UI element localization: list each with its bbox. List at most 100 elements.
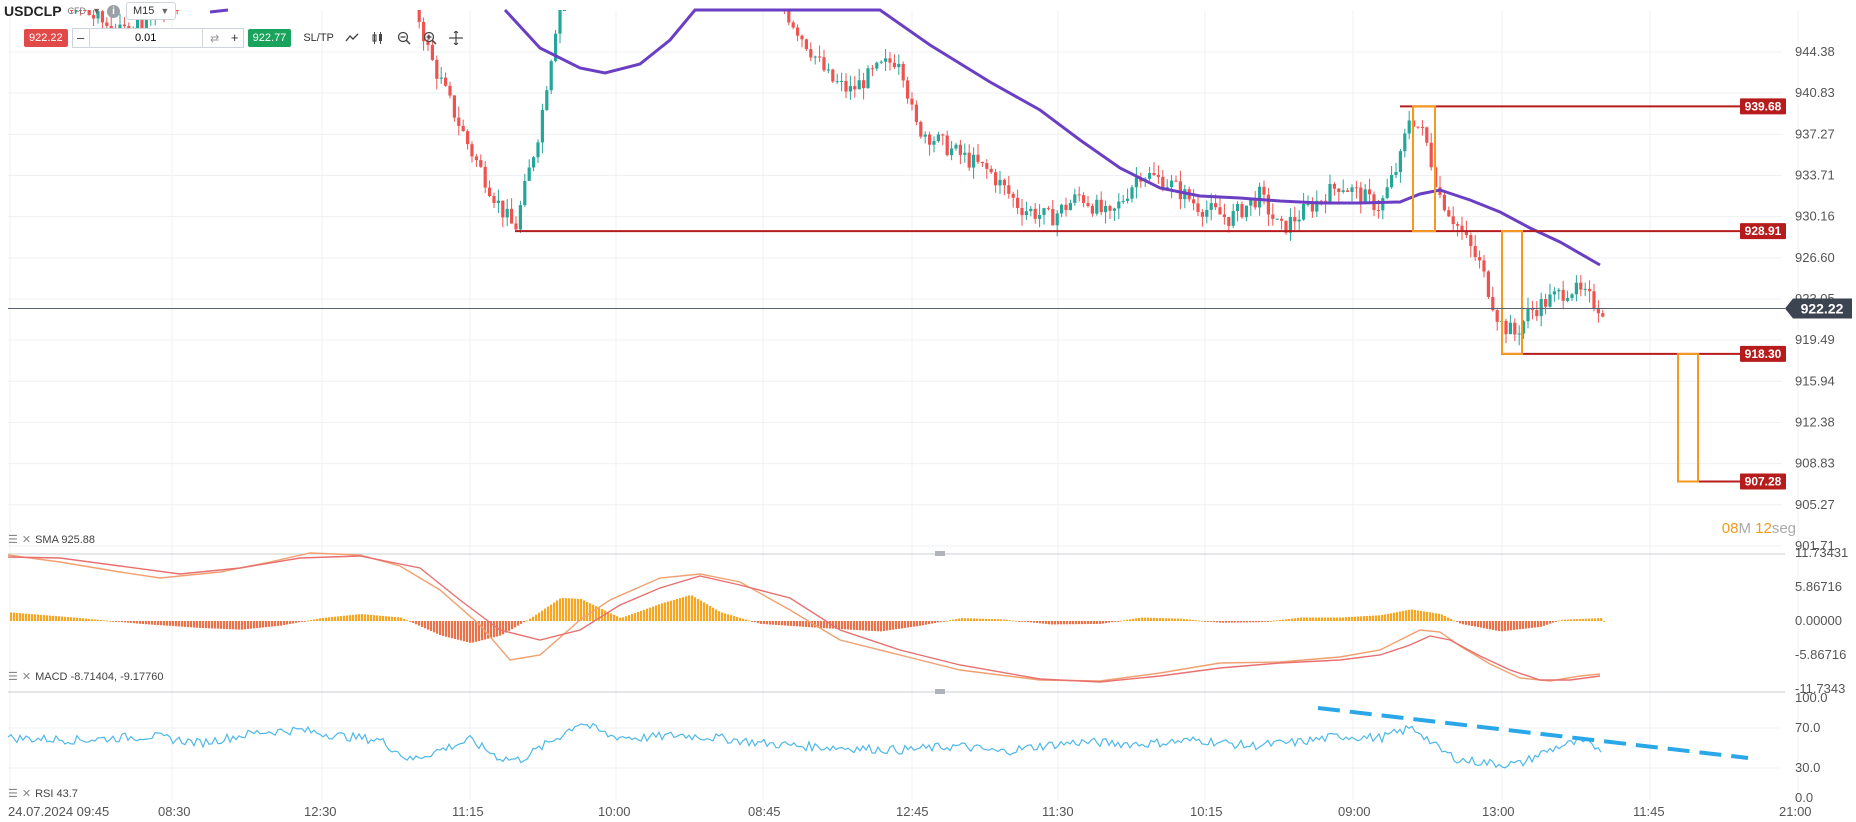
macd-bar xyxy=(1102,621,1105,624)
menu-icon[interactable]: ☰ xyxy=(8,534,18,546)
macd-bar xyxy=(898,621,901,629)
candle-body xyxy=(1011,193,1015,198)
menu-icon[interactable]: ☰ xyxy=(8,788,18,800)
macd-bar xyxy=(904,621,907,628)
candle-body xyxy=(1161,176,1165,190)
macd-bar xyxy=(754,621,757,623)
macd-bar xyxy=(694,597,697,621)
candle-body xyxy=(840,80,844,82)
chevron-down-icon: ▼ xyxy=(160,6,170,16)
macd-bar xyxy=(367,614,370,621)
timeframe-select[interactable]: M15 ▼ xyxy=(125,2,177,20)
candle-body xyxy=(536,142,540,158)
macd-bar xyxy=(499,621,502,636)
macd-bar xyxy=(790,621,793,626)
macd-bar xyxy=(655,605,658,621)
candles xyxy=(70,10,1605,346)
price-axis-label: 937.27 xyxy=(1795,126,1835,141)
macd-indicator-label[interactable]: ☰ ✕ MACD -8.71404, -9.17760 xyxy=(8,670,164,684)
candle xyxy=(1073,188,1077,206)
candle xyxy=(945,130,949,157)
macd-bar xyxy=(1591,618,1594,621)
macd-bar xyxy=(160,621,163,626)
sltp-button[interactable]: SL/TP xyxy=(303,32,334,44)
quantity-stepper: – ⇄ + xyxy=(71,28,244,48)
macd-bar xyxy=(691,595,694,621)
candle-body xyxy=(457,117,461,126)
crosshair-icon[interactable] xyxy=(448,30,464,46)
candle xyxy=(527,159,531,182)
info-icon[interactable]: i xyxy=(106,4,120,18)
macd-bar xyxy=(76,617,79,621)
macd-bar xyxy=(1192,619,1195,621)
candle xyxy=(1244,205,1248,222)
macd-bar xyxy=(985,618,988,621)
macd-bar xyxy=(55,616,58,621)
macd-bar xyxy=(298,621,301,623)
increase-quantity-button[interactable]: + xyxy=(230,30,239,45)
sma-indicator-label[interactable]: ☰ ✕ SMA 925.88 xyxy=(8,533,95,547)
macd-bar xyxy=(1351,616,1354,621)
macd-bar xyxy=(529,618,532,621)
candle xyxy=(1456,221,1460,237)
macd-bar xyxy=(841,621,844,630)
candle-body xyxy=(870,68,874,70)
macd-bar xyxy=(244,621,247,630)
candle-body xyxy=(1288,217,1292,233)
candle-body xyxy=(1398,151,1402,173)
symbol-name[interactable]: USDCLP xyxy=(4,3,62,19)
candle xyxy=(488,180,492,198)
macd-bar xyxy=(1093,621,1096,624)
sell-price-button[interactable]: 922.22 xyxy=(24,29,68,47)
candle-body xyxy=(866,68,870,89)
candle xyxy=(1196,194,1200,217)
quantity-input[interactable] xyxy=(88,29,203,47)
macd-bar xyxy=(1096,621,1099,624)
close-icon[interactable]: ✕ xyxy=(21,671,32,683)
macd-bar xyxy=(1354,616,1357,621)
macd-bar xyxy=(1036,621,1039,624)
close-icon[interactable]: ✕ xyxy=(21,534,32,546)
macd-bar xyxy=(763,621,766,625)
line-tool-icon[interactable] xyxy=(344,30,360,46)
macd-bar xyxy=(1300,617,1303,621)
close-icon[interactable]: ✕ xyxy=(21,788,32,800)
candle xyxy=(989,165,993,175)
decrease-quantity-button[interactable]: – xyxy=(77,30,85,45)
zoom-out-icon[interactable] xyxy=(396,30,412,46)
symbol-dropdown-icon[interactable]: ▼ xyxy=(92,6,101,16)
macd-bar xyxy=(1369,615,1372,621)
candle xyxy=(1231,203,1235,229)
macd-bar xyxy=(607,611,610,621)
candle xyxy=(1588,280,1592,303)
macd-bar xyxy=(1405,610,1408,621)
buy-price-button[interactable]: 922.77 xyxy=(247,29,292,47)
countdown-second-unit: seg xyxy=(1771,520,1796,537)
candle-body xyxy=(1588,288,1592,292)
macd-bar xyxy=(1075,621,1078,625)
candle-body xyxy=(1306,203,1310,205)
candle-body xyxy=(523,180,527,206)
macd-bar xyxy=(760,621,763,624)
macd-bar xyxy=(1033,621,1036,623)
candle-body xyxy=(897,63,901,68)
candle-body xyxy=(1302,204,1306,220)
candle-body xyxy=(831,69,835,82)
macd-bar xyxy=(1273,620,1276,622)
rsi-indicator-label[interactable]: ☰ ✕ RSI 43.7 xyxy=(8,787,78,801)
macd-bar xyxy=(1360,616,1363,621)
zoom-in-icon[interactable] xyxy=(422,30,438,46)
time-axis-label: 11:45 xyxy=(1633,804,1665,819)
macd-bar xyxy=(304,621,307,622)
macd-bar xyxy=(166,621,169,626)
swap-icon[interactable]: ⇄ xyxy=(210,32,220,45)
macd-bar xyxy=(61,616,64,621)
candle xyxy=(1024,201,1028,220)
candle-body xyxy=(430,44,434,60)
macd-bar xyxy=(256,621,259,629)
macd-bar xyxy=(373,615,376,621)
menu-icon[interactable]: ☰ xyxy=(8,671,18,683)
macd-bar xyxy=(937,621,940,623)
candles-icon[interactable] xyxy=(370,30,386,46)
